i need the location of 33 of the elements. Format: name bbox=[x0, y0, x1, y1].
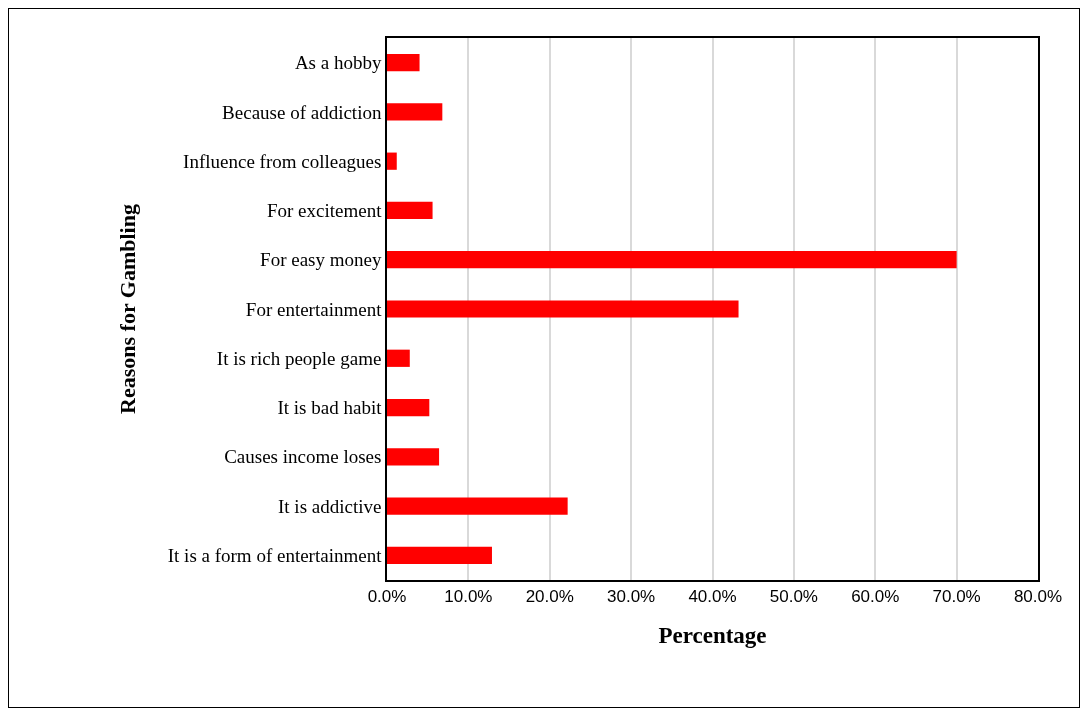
bar bbox=[387, 497, 568, 515]
bar bbox=[387, 152, 397, 170]
bar bbox=[387, 448, 440, 466]
y-tick-label: As a hobby bbox=[294, 52, 382, 74]
x-tick-label: 50.0% bbox=[769, 587, 818, 607]
x-tick-label: 40.0% bbox=[688, 587, 737, 607]
x-tick-label: 30.0% bbox=[607, 587, 656, 607]
x-tick-label: 60.0% bbox=[851, 587, 900, 607]
x-tick-label: 20.0% bbox=[525, 587, 574, 607]
bar bbox=[387, 546, 492, 564]
x-tick-label: 10.0% bbox=[444, 587, 493, 607]
bar bbox=[387, 201, 433, 220]
y-tick-label: It is addictive bbox=[278, 495, 382, 517]
y-tick-label: It is rich people game bbox=[216, 347, 382, 369]
bar bbox=[387, 54, 420, 72]
y-tick-label: Causes income loses bbox=[224, 446, 382, 468]
y-tick-label: It is bad habit bbox=[277, 397, 383, 419]
y-axis-title: Reasons for Gambling bbox=[115, 204, 141, 414]
y-tick-label: For excitement bbox=[266, 200, 383, 222]
y-tick-label: It is a form of entertainment bbox=[167, 545, 383, 567]
x-tick-label: 0.0% bbox=[367, 587, 407, 607]
y-tick-label: For entertainment bbox=[245, 298, 383, 320]
bar bbox=[387, 349, 410, 367]
bar bbox=[387, 300, 739, 318]
bar bbox=[387, 103, 443, 121]
y-tick-label: Because of addiction bbox=[222, 101, 382, 123]
x-tick-label: 70.0% bbox=[932, 587, 981, 607]
x-axis-title: Percentage bbox=[658, 623, 767, 649]
y-tick-label: For easy money bbox=[260, 249, 382, 271]
y-tick-label: Influence from colleagues bbox=[183, 150, 382, 172]
bar bbox=[387, 398, 430, 417]
bar bbox=[387, 251, 957, 269]
x-tick-label: 80.0% bbox=[1013, 587, 1063, 607]
